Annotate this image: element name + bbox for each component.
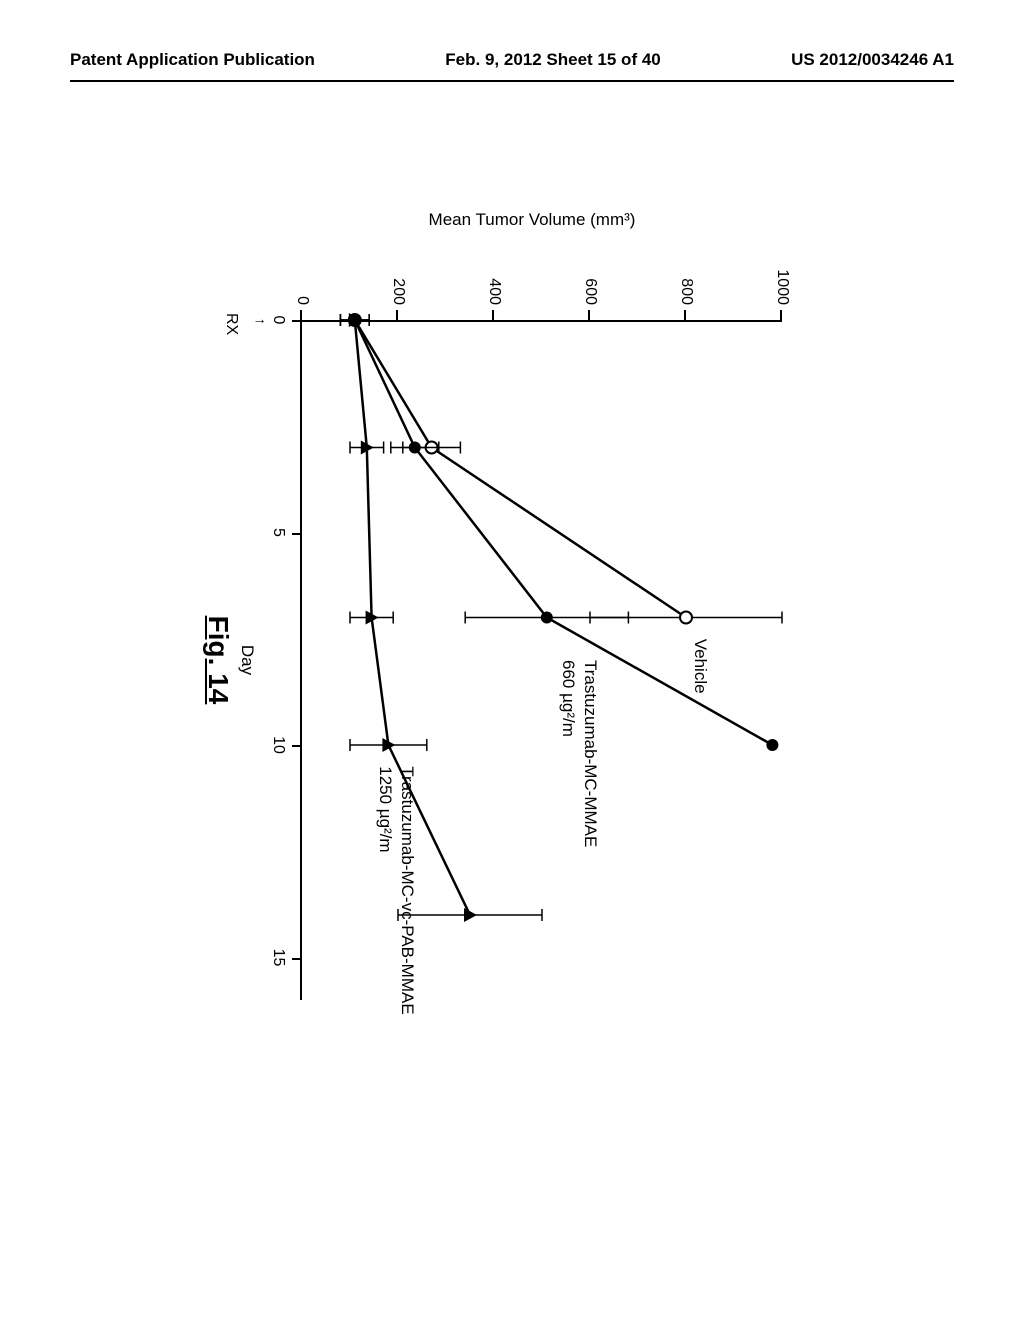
y-tick-label: 0 — [293, 250, 311, 305]
header-rule — [70, 80, 954, 82]
x-axis-label: Day — [237, 645, 257, 675]
rx-label: RX — [222, 313, 240, 335]
x-tick-label: 15 — [269, 949, 287, 967]
x-tick — [292, 533, 302, 535]
series-sublabel: 660 µg²/m — [558, 660, 578, 737]
rx-arrow-icon: ↑ — [253, 318, 269, 325]
page-header: Patent Application Publication Feb. 9, 2… — [0, 50, 1024, 70]
header-center: Feb. 9, 2012 Sheet 15 of 40 — [445, 50, 660, 70]
series-label: Vehicle — [690, 639, 710, 694]
line-chart: 0 200 400 600 800 1000 0 5 10 15 Mean Tumor Volu… — [212, 210, 812, 1110]
y-tick-label: 200 — [389, 250, 407, 305]
y-axis-label: Mean Tumor Volume (mm³) — [429, 210, 636, 230]
x-tick — [292, 958, 302, 960]
chart-rotated-container: 0 200 400 600 800 1000 0 5 10 15 Mean Tumor Volu… — [212, 210, 812, 1110]
series-sublabel: 1250 µg²/m — [375, 766, 395, 852]
chart-svg — [302, 320, 782, 1000]
y-tick-label: 1000 — [773, 250, 791, 305]
header-right: US 2012/0034246 A1 — [791, 50, 954, 70]
x-tick-label: 5 — [269, 528, 287, 537]
series-label: Trastuzumab-MC-MMAE — [580, 660, 600, 847]
y-tick-label: 800 — [677, 250, 695, 305]
series-label: Trastuzumab-MC-vc-PAB-MMAE — [397, 766, 417, 1014]
y-tick-label: 600 — [581, 250, 599, 305]
x-tick — [292, 745, 302, 747]
x-tick-label: 0 — [269, 316, 287, 325]
x-tick-label: 10 — [269, 736, 287, 754]
figure-label: Fig. 14 — [202, 616, 234, 705]
header-left: Patent Application Publication — [70, 50, 315, 70]
x-tick — [292, 320, 302, 322]
y-tick-label: 400 — [485, 250, 503, 305]
